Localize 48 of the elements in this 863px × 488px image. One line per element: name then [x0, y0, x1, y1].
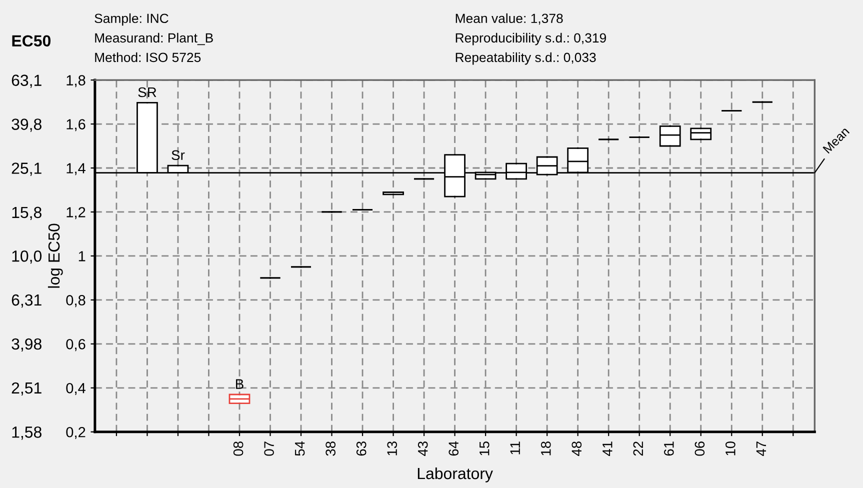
x-tick-label: 08 — [233, 442, 244, 456]
y2-tick-label: 3,98 — [12, 338, 42, 352]
x-tick-label: 64 — [448, 441, 459, 456]
y2-tick-label: 25,1 — [12, 162, 42, 176]
text: Method: ISO 5725 — [95, 52, 201, 62]
y2-tick-label: 15,8 — [12, 206, 42, 220]
y-tick-label: 0,6 — [66, 339, 86, 352]
y-tick-label: 1 — [78, 251, 86, 262]
y2-tick-label: 39,8 — [12, 118, 42, 132]
x-tick-label: 63 — [356, 442, 366, 456]
x-tick-label: 07 — [264, 442, 274, 456]
y-tick-label: 0,4 — [66, 383, 86, 396]
x-tick-label: 10 — [726, 441, 736, 456]
y2-tick-label: 1,58 — [12, 426, 42, 440]
x-tick-label: 41 — [602, 442, 612, 456]
annotation: SR — [138, 87, 156, 98]
x-tick-label: 43 — [418, 442, 428, 456]
y-tick-label: 0,8 — [66, 295, 86, 308]
text: Measurand: Plant_B — [95, 32, 213, 46]
x-axis-title: Laboratory — [418, 467, 493, 482]
y-tick-label: 1,4 — [66, 163, 86, 176]
x-tick-label: 47 — [756, 442, 766, 456]
x-tick-label: 38 — [326, 442, 336, 456]
x-tick-label: 48 — [572, 442, 582, 456]
text: Reproducibility s.d.: 0,319 — [456, 32, 606, 46]
y-tick-label: 0,2 — [66, 426, 86, 440]
text: Repeatability s.d.: 0,033 — [456, 52, 596, 65]
text: Sample: INC — [94, 13, 168, 26]
x-tick-label: 06 — [694, 442, 705, 456]
x-tick-label: 22 — [633, 442, 643, 456]
annotation: Sr — [172, 150, 185, 160]
y-tick-label: 1,6 — [66, 119, 86, 132]
y2-axis-title: EC50 — [12, 35, 51, 47]
y-axis-title: log EC50 — [48, 224, 63, 288]
x-tick-label: 54 — [295, 441, 305, 456]
y2-tick-label: 6,31 — [12, 294, 42, 308]
y-tick-label: 1,8 — [66, 75, 86, 88]
x-tick-label: 18 — [540, 442, 551, 456]
y2-tick-label: 63,1 — [12, 74, 42, 88]
x-tick-label: 15 — [480, 441, 490, 456]
y2-tick-label: 2,51 — [12, 382, 42, 396]
text: Mean value: 1,378 — [456, 13, 563, 25]
x-tick-label: 13 — [387, 442, 398, 456]
y2-tick-label: 10,0 — [12, 250, 42, 264]
annotation: B — [236, 379, 244, 389]
x-tick-label: 11 — [510, 442, 520, 454]
y-tick-label: 1,2 — [66, 207, 86, 220]
x-tick-label: 61 — [664, 442, 674, 456]
